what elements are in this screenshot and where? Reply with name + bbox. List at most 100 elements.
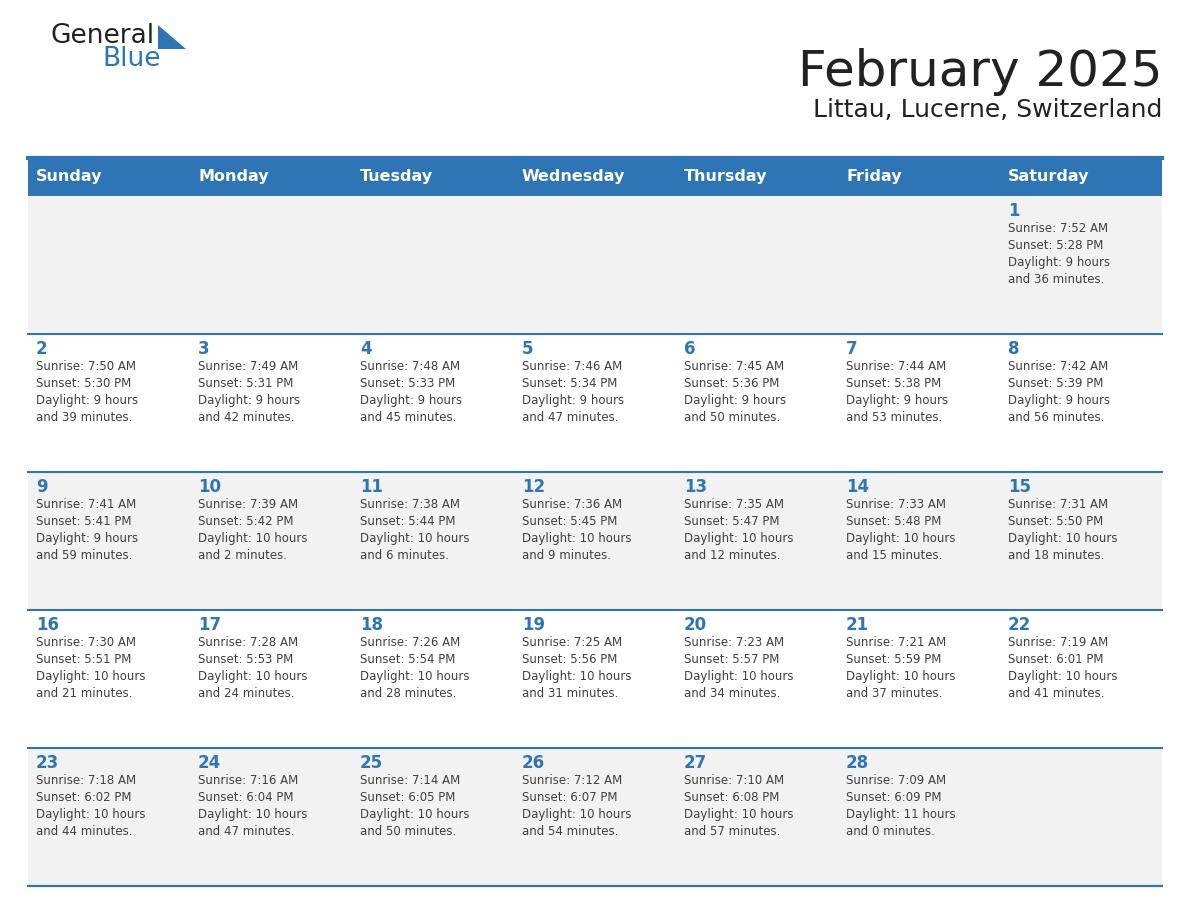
Text: Sunset: 6:01 PM: Sunset: 6:01 PM [1007, 653, 1104, 666]
Text: Sunset: 6:05 PM: Sunset: 6:05 PM [360, 791, 455, 804]
Text: Daylight: 10 hours: Daylight: 10 hours [36, 808, 145, 821]
Text: General: General [50, 23, 154, 49]
Text: Sunset: 5:47 PM: Sunset: 5:47 PM [684, 515, 779, 528]
Text: 15: 15 [1007, 478, 1031, 496]
Text: and 18 minutes.: and 18 minutes. [1007, 549, 1105, 562]
Text: Sunrise: 7:44 AM: Sunrise: 7:44 AM [846, 360, 947, 373]
Text: and 28 minutes.: and 28 minutes. [360, 687, 456, 700]
Text: and 6 minutes.: and 6 minutes. [360, 549, 449, 562]
Text: and 39 minutes.: and 39 minutes. [36, 411, 132, 424]
Text: Sunrise: 7:30 AM: Sunrise: 7:30 AM [36, 636, 135, 649]
Text: 1: 1 [1007, 202, 1019, 220]
Text: Sunrise: 7:21 AM: Sunrise: 7:21 AM [846, 636, 947, 649]
Text: Daylight: 9 hours: Daylight: 9 hours [684, 394, 786, 407]
Text: 16: 16 [36, 616, 59, 634]
Text: 26: 26 [522, 754, 545, 772]
Text: Sunset: 5:59 PM: Sunset: 5:59 PM [846, 653, 941, 666]
Text: Daylight: 9 hours: Daylight: 9 hours [36, 532, 138, 545]
Text: Daylight: 9 hours: Daylight: 9 hours [198, 394, 301, 407]
Text: 4: 4 [360, 340, 372, 358]
Text: 24: 24 [198, 754, 221, 772]
Text: and 53 minutes.: and 53 minutes. [846, 411, 942, 424]
Text: and 59 minutes.: and 59 minutes. [36, 549, 132, 562]
Text: 18: 18 [360, 616, 383, 634]
Text: Sunset: 5:36 PM: Sunset: 5:36 PM [684, 377, 779, 390]
Text: Sunrise: 7:39 AM: Sunrise: 7:39 AM [198, 498, 298, 511]
Text: Daylight: 10 hours: Daylight: 10 hours [846, 532, 955, 545]
Text: Sunrise: 7:12 AM: Sunrise: 7:12 AM [522, 774, 623, 787]
Text: Tuesday: Tuesday [360, 170, 434, 185]
Text: Daylight: 9 hours: Daylight: 9 hours [1007, 256, 1110, 269]
Text: Saturday: Saturday [1007, 170, 1089, 185]
Text: 13: 13 [684, 478, 707, 496]
Text: and 57 minutes.: and 57 minutes. [684, 825, 781, 838]
Text: Thursday: Thursday [684, 170, 767, 185]
Text: Daylight: 10 hours: Daylight: 10 hours [198, 532, 308, 545]
Text: Daylight: 10 hours: Daylight: 10 hours [846, 670, 955, 683]
Text: and 45 minutes.: and 45 minutes. [360, 411, 456, 424]
Text: Sunrise: 7:49 AM: Sunrise: 7:49 AM [198, 360, 298, 373]
Text: 23: 23 [36, 754, 59, 772]
Text: Sunset: 5:45 PM: Sunset: 5:45 PM [522, 515, 618, 528]
Text: Sunset: 5:41 PM: Sunset: 5:41 PM [36, 515, 132, 528]
Text: Sunrise: 7:09 AM: Sunrise: 7:09 AM [846, 774, 946, 787]
Text: and 37 minutes.: and 37 minutes. [846, 687, 942, 700]
Text: Daylight: 10 hours: Daylight: 10 hours [360, 670, 469, 683]
Text: Sunrise: 7:25 AM: Sunrise: 7:25 AM [522, 636, 623, 649]
Text: Sunset: 5:38 PM: Sunset: 5:38 PM [846, 377, 941, 390]
Text: Daylight: 10 hours: Daylight: 10 hours [198, 670, 308, 683]
Polygon shape [158, 25, 187, 49]
Text: Daylight: 10 hours: Daylight: 10 hours [1007, 670, 1118, 683]
Text: 12: 12 [522, 478, 545, 496]
Text: Sunrise: 7:46 AM: Sunrise: 7:46 AM [522, 360, 623, 373]
Bar [29, 196, 1162, 334]
Text: Sunrise: 7:41 AM: Sunrise: 7:41 AM [36, 498, 137, 511]
Text: 8: 8 [1007, 340, 1019, 358]
Text: and 44 minutes.: and 44 minutes. [36, 825, 133, 838]
Text: 11: 11 [360, 478, 383, 496]
Text: Sunrise: 7:10 AM: Sunrise: 7:10 AM [684, 774, 784, 787]
Text: Sunset: 5:54 PM: Sunset: 5:54 PM [360, 653, 455, 666]
Text: Daylight: 9 hours: Daylight: 9 hours [36, 394, 138, 407]
Text: Sunset: 5:34 PM: Sunset: 5:34 PM [522, 377, 618, 390]
Text: 21: 21 [846, 616, 870, 634]
Bar [29, 334, 1162, 472]
Text: Wednesday: Wednesday [522, 170, 625, 185]
Text: and 21 minutes.: and 21 minutes. [36, 687, 133, 700]
Text: Sunset: 5:53 PM: Sunset: 5:53 PM [198, 653, 293, 666]
Text: 20: 20 [684, 616, 707, 634]
Text: Sunrise: 7:35 AM: Sunrise: 7:35 AM [684, 498, 784, 511]
Text: 22: 22 [1007, 616, 1031, 634]
Text: Daylight: 10 hours: Daylight: 10 hours [360, 532, 469, 545]
Text: Sunset: 5:31 PM: Sunset: 5:31 PM [198, 377, 293, 390]
Text: Sunset: 5:42 PM: Sunset: 5:42 PM [198, 515, 293, 528]
Text: Daylight: 10 hours: Daylight: 10 hours [522, 532, 632, 545]
Text: 25: 25 [360, 754, 383, 772]
Text: Blue: Blue [102, 46, 160, 72]
Text: and 42 minutes.: and 42 minutes. [198, 411, 295, 424]
Text: Sunrise: 7:50 AM: Sunrise: 7:50 AM [36, 360, 135, 373]
Text: 3: 3 [198, 340, 209, 358]
Text: 17: 17 [198, 616, 221, 634]
Text: Sunrise: 7:33 AM: Sunrise: 7:33 AM [846, 498, 946, 511]
Text: Monday: Monday [198, 170, 268, 185]
Text: Daylight: 10 hours: Daylight: 10 hours [684, 670, 794, 683]
Text: Sunset: 5:28 PM: Sunset: 5:28 PM [1007, 239, 1104, 252]
Bar [29, 472, 1162, 610]
Text: 7: 7 [846, 340, 858, 358]
Text: 2: 2 [36, 340, 48, 358]
Bar [29, 158, 1162, 196]
Text: and 12 minutes.: and 12 minutes. [684, 549, 781, 562]
Text: Sunrise: 7:42 AM: Sunrise: 7:42 AM [1007, 360, 1108, 373]
Text: 9: 9 [36, 478, 48, 496]
Bar [29, 610, 1162, 748]
Text: 27: 27 [684, 754, 707, 772]
Text: 6: 6 [684, 340, 695, 358]
Text: Daylight: 10 hours: Daylight: 10 hours [522, 808, 632, 821]
Text: Sunset: 5:56 PM: Sunset: 5:56 PM [522, 653, 618, 666]
Text: Sunrise: 7:19 AM: Sunrise: 7:19 AM [1007, 636, 1108, 649]
Text: 28: 28 [846, 754, 870, 772]
Text: and 36 minutes.: and 36 minutes. [1007, 273, 1105, 286]
Text: 19: 19 [522, 616, 545, 634]
Text: Sunset: 6:07 PM: Sunset: 6:07 PM [522, 791, 618, 804]
